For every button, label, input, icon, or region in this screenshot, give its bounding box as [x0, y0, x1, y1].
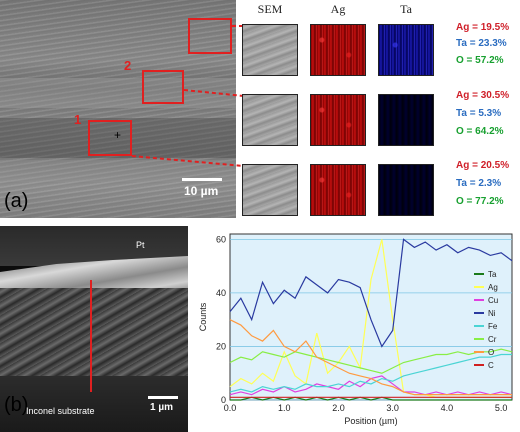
plot-area: [229, 233, 513, 401]
x-tick-label: 3.0: [386, 403, 399, 413]
tem-cross-section-image: Pt (b) Inconel substrate 1 µm: [0, 226, 188, 432]
x-tick-label: 1.0: [278, 403, 291, 413]
layer-band: [0, 118, 236, 158]
legend-label: Fe: [488, 322, 498, 331]
scale-bar-label: 10 µm: [184, 184, 219, 198]
region-label-1: 1: [74, 112, 82, 127]
legend-label: Cu: [488, 296, 498, 305]
layer-band: [0, 160, 236, 182]
eds-linescan-chart: 0 20 40 60 0.0 1.0 2.0 3.0 4.0 5.0 Position (µm) Co…: [198, 233, 513, 426]
ta-map-tile: [378, 24, 434, 76]
ag-percent: Ag = 20.5%: [456, 160, 510, 171]
scale-bar: [148, 396, 178, 399]
substrate-layer: [0, 376, 188, 432]
scale-bar-label: 1 µm: [150, 402, 173, 413]
x-tick-label: 5.0: [495, 403, 508, 413]
ta-map-tile: [378, 94, 434, 146]
sem-map-tile: [242, 24, 298, 76]
ag-percent: Ag = 19.5%: [456, 22, 510, 33]
series-line-o: [229, 319, 512, 396]
substrate-label: Inconel substrate: [26, 406, 95, 416]
ta-map-tile: [378, 164, 434, 216]
scale-bar: [182, 178, 222, 181]
panel-a-label: (a): [4, 190, 29, 212]
coating-grain-layer: [0, 288, 188, 378]
o-percent: O = 64.2%: [456, 126, 504, 137]
region-box-3: [188, 18, 232, 54]
panel-b-label: (b): [4, 394, 29, 416]
ta-percent: Ta = 23.3%: [456, 38, 507, 49]
header-sem: SEM: [257, 2, 283, 16]
ag-percent: Ag = 30.5%: [456, 90, 510, 101]
legend-label: Ag: [488, 283, 498, 292]
series-line-ta: [230, 396, 512, 401]
ta-percent: Ta = 5.3%: [456, 108, 502, 119]
y-tick-label: 0: [221, 395, 226, 405]
legend-label: O: [488, 348, 494, 357]
x-axis-label: Position (µm): [344, 416, 397, 426]
x-tick-label: 0.0: [224, 403, 237, 413]
series-line-cr: [229, 348, 513, 374]
ag-map-tile: [310, 24, 366, 76]
y-tick-label: 40: [216, 288, 226, 298]
sem-overview-image: + 2 1 (a) 10 µm: [0, 0, 236, 218]
legend-label: Ni: [488, 309, 496, 318]
y-tick-label: 20: [216, 341, 226, 351]
series-line-ni: [229, 238, 513, 348]
y-tick-label: 60: [216, 234, 226, 244]
ag-map-tile: [310, 94, 366, 146]
crosshair-marker: +: [114, 128, 122, 142]
header-ta: Ta: [400, 2, 412, 16]
ag-map-tile: [310, 164, 366, 216]
header-ag: Ag: [330, 2, 346, 16]
sem-map-tile: [242, 164, 298, 216]
legend-label: C: [488, 361, 494, 370]
sem-map-tile: [242, 94, 298, 146]
o-percent: O = 77.2%: [456, 196, 504, 207]
y-axis-label: Counts: [198, 302, 208, 331]
region-box-2: [142, 70, 184, 104]
layer-band: [0, 78, 236, 108]
o-percent: O = 57.2%: [456, 55, 504, 66]
pt-label: Pt: [136, 240, 145, 250]
ta-percent: Ta = 2.3%: [456, 178, 502, 189]
legend-label: Cr: [488, 335, 497, 344]
x-tick-label: 4.0: [441, 403, 454, 413]
linescan-path: [90, 280, 92, 392]
region-box-1: [88, 120, 132, 156]
legend-label: Ta: [488, 270, 497, 279]
region-label-2: 2: [124, 58, 132, 73]
series-line-fe: [229, 353, 512, 393]
x-tick-label: 2.0: [332, 403, 345, 413]
